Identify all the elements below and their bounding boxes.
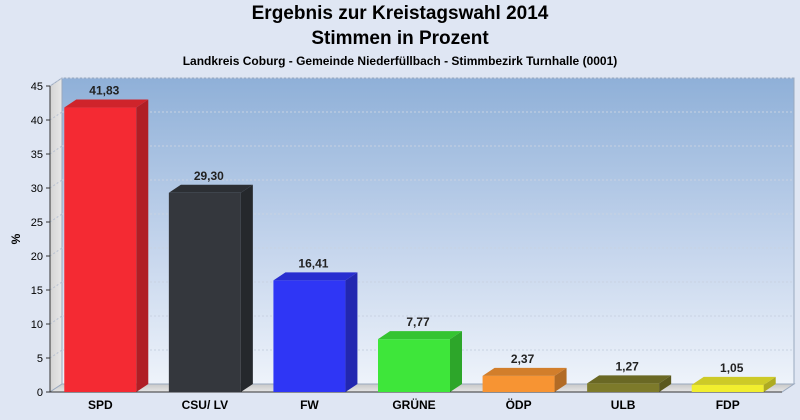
- chart-title: Ergebnis zur Kreistagswahl 2014: [251, 3, 549, 24]
- x-tick-label: FW: [300, 398, 319, 412]
- y-tick-label: 20: [31, 251, 43, 263]
- bar-top: [587, 375, 672, 384]
- bar-7: [691, 376, 776, 392]
- bar-side: [240, 184, 253, 392]
- y-tick-label: 25: [31, 217, 43, 229]
- bar-front: [64, 107, 137, 392]
- bar-2: [168, 184, 253, 392]
- y-tick-label: 40: [31, 115, 43, 127]
- bar-1: [64, 99, 149, 392]
- plot-left-wall: [49, 77, 63, 393]
- gridline-side: [49, 349, 63, 359]
- gridline-side: [49, 111, 63, 121]
- bar-side: [659, 375, 672, 392]
- bar-value-label: 1,27: [615, 359, 639, 373]
- bar-top: [273, 272, 358, 281]
- bar-value-label: 16,41: [298, 256, 328, 270]
- bar-front: [378, 339, 450, 392]
- bar-value-label: 2,37: [511, 352, 535, 366]
- gridline-side: [49, 77, 63, 87]
- x-tick-label: ÖDP: [506, 397, 532, 412]
- bar-6: [587, 375, 672, 392]
- gridline-side: [49, 213, 63, 223]
- bar-front: [587, 383, 660, 392]
- y-tick-label: 10: [31, 319, 43, 331]
- bar-value-label: 29,30: [194, 169, 224, 183]
- bar-side: [763, 376, 776, 392]
- y-axis-label: %: [9, 233, 23, 244]
- gridline-side: [49, 145, 63, 155]
- bar-top: [64, 99, 149, 108]
- gridline-side: [49, 179, 63, 189]
- bar-value-label: 1,05: [720, 361, 744, 375]
- bar-front: [691, 384, 764, 392]
- bar-front: [168, 192, 241, 392]
- gridline-side: [49, 315, 63, 325]
- x-tick-label: SPD: [88, 398, 113, 412]
- gridline-side: [49, 281, 63, 291]
- bar-front: [482, 375, 555, 392]
- y-tick-label: 0: [37, 387, 43, 399]
- chart-subtitle: Landkreis Coburg - Gemeinde Niederfüllba…: [182, 54, 618, 68]
- bar-side: [345, 272, 358, 392]
- y-tick-label: 35: [31, 149, 43, 161]
- y-tick-label: 30: [31, 183, 43, 195]
- x-tick-label: CSU/ LV: [182, 398, 228, 412]
- y-tick-label: 15: [31, 285, 43, 297]
- bar-value-label: 41,83: [89, 84, 119, 98]
- bar-top: [691, 376, 776, 385]
- bar-3: [273, 272, 358, 392]
- x-tick-label: GRÜNE: [392, 397, 435, 412]
- bar-side: [136, 99, 149, 392]
- gridline-side: [49, 247, 63, 257]
- x-tick-label: FDP: [716, 398, 740, 412]
- bar-side: [554, 367, 567, 392]
- bar-side: [450, 331, 462, 392]
- chart-title-line2: Stimmen in Prozent: [311, 28, 489, 49]
- y-tick-label: 45: [31, 81, 43, 93]
- bar-4: [378, 331, 462, 392]
- x-tick-label: ULB: [611, 398, 636, 412]
- y-tick-label: 5: [37, 353, 43, 365]
- bar-value-label: 7,77: [406, 315, 430, 329]
- bar-top: [378, 331, 462, 340]
- bar-5: [482, 367, 567, 392]
- bar-top: [168, 184, 253, 193]
- bar-front: [273, 280, 346, 392]
- bar-top: [482, 367, 567, 376]
